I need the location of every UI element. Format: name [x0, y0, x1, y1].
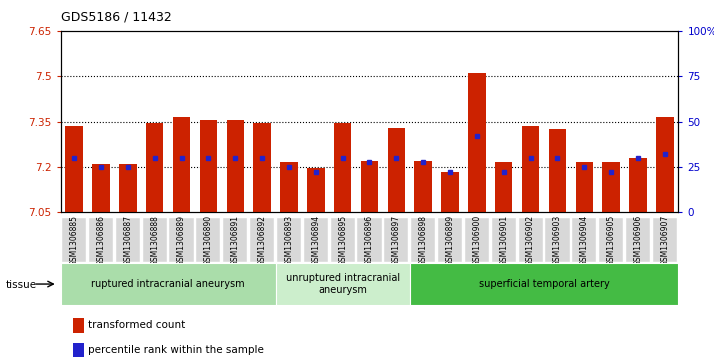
Text: GSM1306905: GSM1306905	[607, 215, 615, 266]
Text: GSM1306895: GSM1306895	[338, 215, 347, 266]
FancyBboxPatch shape	[410, 263, 678, 305]
FancyBboxPatch shape	[276, 263, 410, 305]
Bar	[66, 126, 83, 212]
Text: superficial temporal artery: superficial temporal artery	[478, 279, 610, 289]
Text: GDS5186 / 11432: GDS5186 / 11432	[61, 11, 171, 24]
Text: tissue: tissue	[6, 280, 37, 290]
Bar	[522, 126, 539, 212]
FancyBboxPatch shape	[303, 217, 328, 262]
FancyBboxPatch shape	[61, 263, 276, 305]
Text: GSM1306897: GSM1306897	[392, 215, 401, 266]
Text: GSM1306894: GSM1306894	[311, 215, 321, 266]
Bar	[173, 117, 190, 212]
Bar	[200, 120, 217, 212]
Text: GSM1306886: GSM1306886	[96, 215, 106, 266]
Text: GSM1306902: GSM1306902	[526, 215, 535, 266]
Text: unruptured intracranial
aneurysm: unruptured intracranial aneurysm	[286, 273, 400, 295]
Text: GSM1306901: GSM1306901	[499, 215, 508, 266]
Bar	[656, 117, 673, 212]
FancyBboxPatch shape	[572, 217, 596, 262]
FancyBboxPatch shape	[492, 217, 516, 262]
Bar	[73, 343, 84, 357]
Text: GSM1306896: GSM1306896	[365, 215, 374, 266]
FancyBboxPatch shape	[331, 217, 355, 262]
Text: GSM1306892: GSM1306892	[258, 215, 266, 266]
Bar	[388, 128, 405, 212]
Bar	[146, 123, 164, 212]
FancyBboxPatch shape	[277, 217, 301, 262]
Text: GSM1306891: GSM1306891	[231, 215, 240, 266]
Bar	[280, 163, 298, 212]
Bar	[549, 129, 566, 212]
FancyBboxPatch shape	[545, 217, 570, 262]
Bar	[73, 318, 84, 333]
FancyBboxPatch shape	[250, 217, 274, 262]
Bar	[414, 161, 432, 212]
FancyBboxPatch shape	[89, 217, 113, 262]
FancyBboxPatch shape	[599, 217, 623, 262]
FancyBboxPatch shape	[196, 217, 221, 262]
Text: GSM1306904: GSM1306904	[580, 215, 589, 266]
FancyBboxPatch shape	[518, 217, 543, 262]
FancyBboxPatch shape	[626, 217, 650, 262]
Text: GSM1306903: GSM1306903	[553, 215, 562, 266]
FancyBboxPatch shape	[411, 217, 436, 262]
FancyBboxPatch shape	[223, 217, 247, 262]
Bar	[495, 163, 513, 212]
Bar	[92, 164, 110, 212]
Bar	[441, 172, 459, 212]
Bar	[307, 168, 325, 212]
Text: transformed count: transformed count	[89, 321, 186, 330]
FancyBboxPatch shape	[438, 217, 462, 262]
Text: GSM1306890: GSM1306890	[204, 215, 213, 266]
Bar	[361, 161, 378, 212]
Text: GSM1306907: GSM1306907	[660, 215, 669, 266]
Text: GSM1306906: GSM1306906	[633, 215, 643, 266]
Text: GSM1306899: GSM1306899	[446, 215, 455, 266]
Bar	[629, 158, 647, 212]
Text: GSM1306900: GSM1306900	[473, 215, 481, 266]
Bar	[253, 123, 271, 212]
FancyBboxPatch shape	[143, 217, 167, 262]
FancyBboxPatch shape	[116, 217, 140, 262]
FancyBboxPatch shape	[169, 217, 193, 262]
FancyBboxPatch shape	[384, 217, 408, 262]
Bar	[119, 164, 136, 212]
Text: GSM1306898: GSM1306898	[418, 215, 428, 266]
Text: GSM1306885: GSM1306885	[70, 215, 79, 266]
Text: GSM1306893: GSM1306893	[284, 215, 293, 266]
Text: GSM1306888: GSM1306888	[150, 215, 159, 266]
Bar	[226, 120, 244, 212]
FancyBboxPatch shape	[653, 217, 677, 262]
Text: GSM1306889: GSM1306889	[177, 215, 186, 266]
Text: ruptured intracranial aneurysm: ruptured intracranial aneurysm	[91, 279, 245, 289]
Bar	[603, 163, 620, 212]
Bar	[334, 123, 351, 212]
Bar	[468, 73, 486, 212]
FancyBboxPatch shape	[62, 217, 86, 262]
Text: percentile rank within the sample: percentile rank within the sample	[89, 345, 264, 355]
FancyBboxPatch shape	[358, 217, 381, 262]
Bar	[575, 163, 593, 212]
FancyBboxPatch shape	[465, 217, 489, 262]
Text: GSM1306887: GSM1306887	[124, 215, 132, 266]
